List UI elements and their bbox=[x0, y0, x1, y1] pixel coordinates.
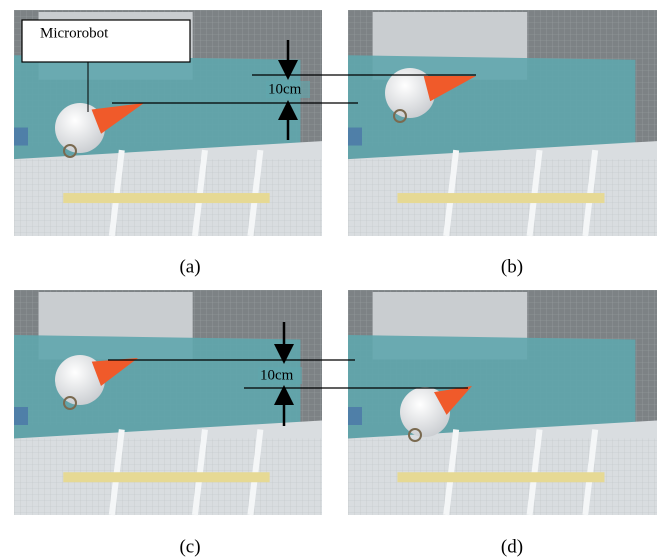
clip bbox=[348, 407, 362, 425]
caption: (b) bbox=[501, 256, 523, 277]
photo bbox=[14, 290, 322, 515]
figure: Microrobot 10cm 10cm (a) (b) (c) (d) bbox=[0, 0, 666, 560]
photo-panels bbox=[14, 10, 657, 515]
ruler bbox=[63, 472, 269, 482]
photo bbox=[348, 10, 657, 236]
water bbox=[348, 335, 635, 439]
water bbox=[14, 55, 300, 159]
ruler bbox=[397, 193, 604, 203]
clip bbox=[348, 128, 362, 146]
ruler bbox=[63, 193, 269, 203]
clip bbox=[14, 128, 28, 146]
callout-text: Microrobot bbox=[40, 25, 109, 41]
measurement-label: 10cm bbox=[268, 81, 302, 97]
caption: (d) bbox=[501, 536, 523, 557]
measurement-label: 10cm bbox=[260, 367, 294, 383]
clip bbox=[14, 407, 28, 425]
caption: (c) bbox=[179, 536, 200, 557]
caption: (a) bbox=[179, 256, 200, 277]
photo bbox=[348, 290, 657, 515]
ruler bbox=[397, 472, 604, 482]
